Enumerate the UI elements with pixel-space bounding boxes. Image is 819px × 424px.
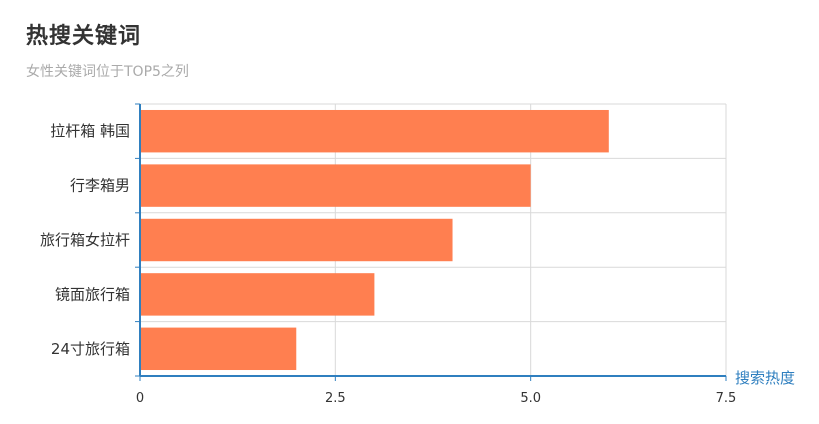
bars: [140, 109, 609, 371]
bar: [140, 327, 297, 371]
category-label: 24寸旅行箱: [51, 340, 130, 358]
axes: [135, 103, 727, 381]
bar: [140, 109, 609, 153]
chart-title: 热搜关键词: [26, 23, 142, 49]
category-label: 拉杆箱 韩国: [50, 122, 130, 140]
category-label: 行李箱男: [70, 177, 130, 195]
bar: [140, 273, 375, 316]
x-tick-label: 2.5: [325, 391, 346, 406]
x-tick-label: 0: [136, 391, 144, 406]
category-label: 旅行箱女拉杆: [40, 231, 130, 249]
category-label: 镜面旅行箱: [55, 285, 130, 303]
bar: [140, 218, 453, 262]
chart-subtitle: 女性关键词位于TOP5之列: [26, 64, 189, 80]
x-tick-label: 5.0: [520, 391, 541, 406]
x-axis-title: 搜索热度: [735, 369, 795, 387]
bar: [140, 164, 531, 207]
x-tick-label: 7.5: [716, 391, 737, 406]
